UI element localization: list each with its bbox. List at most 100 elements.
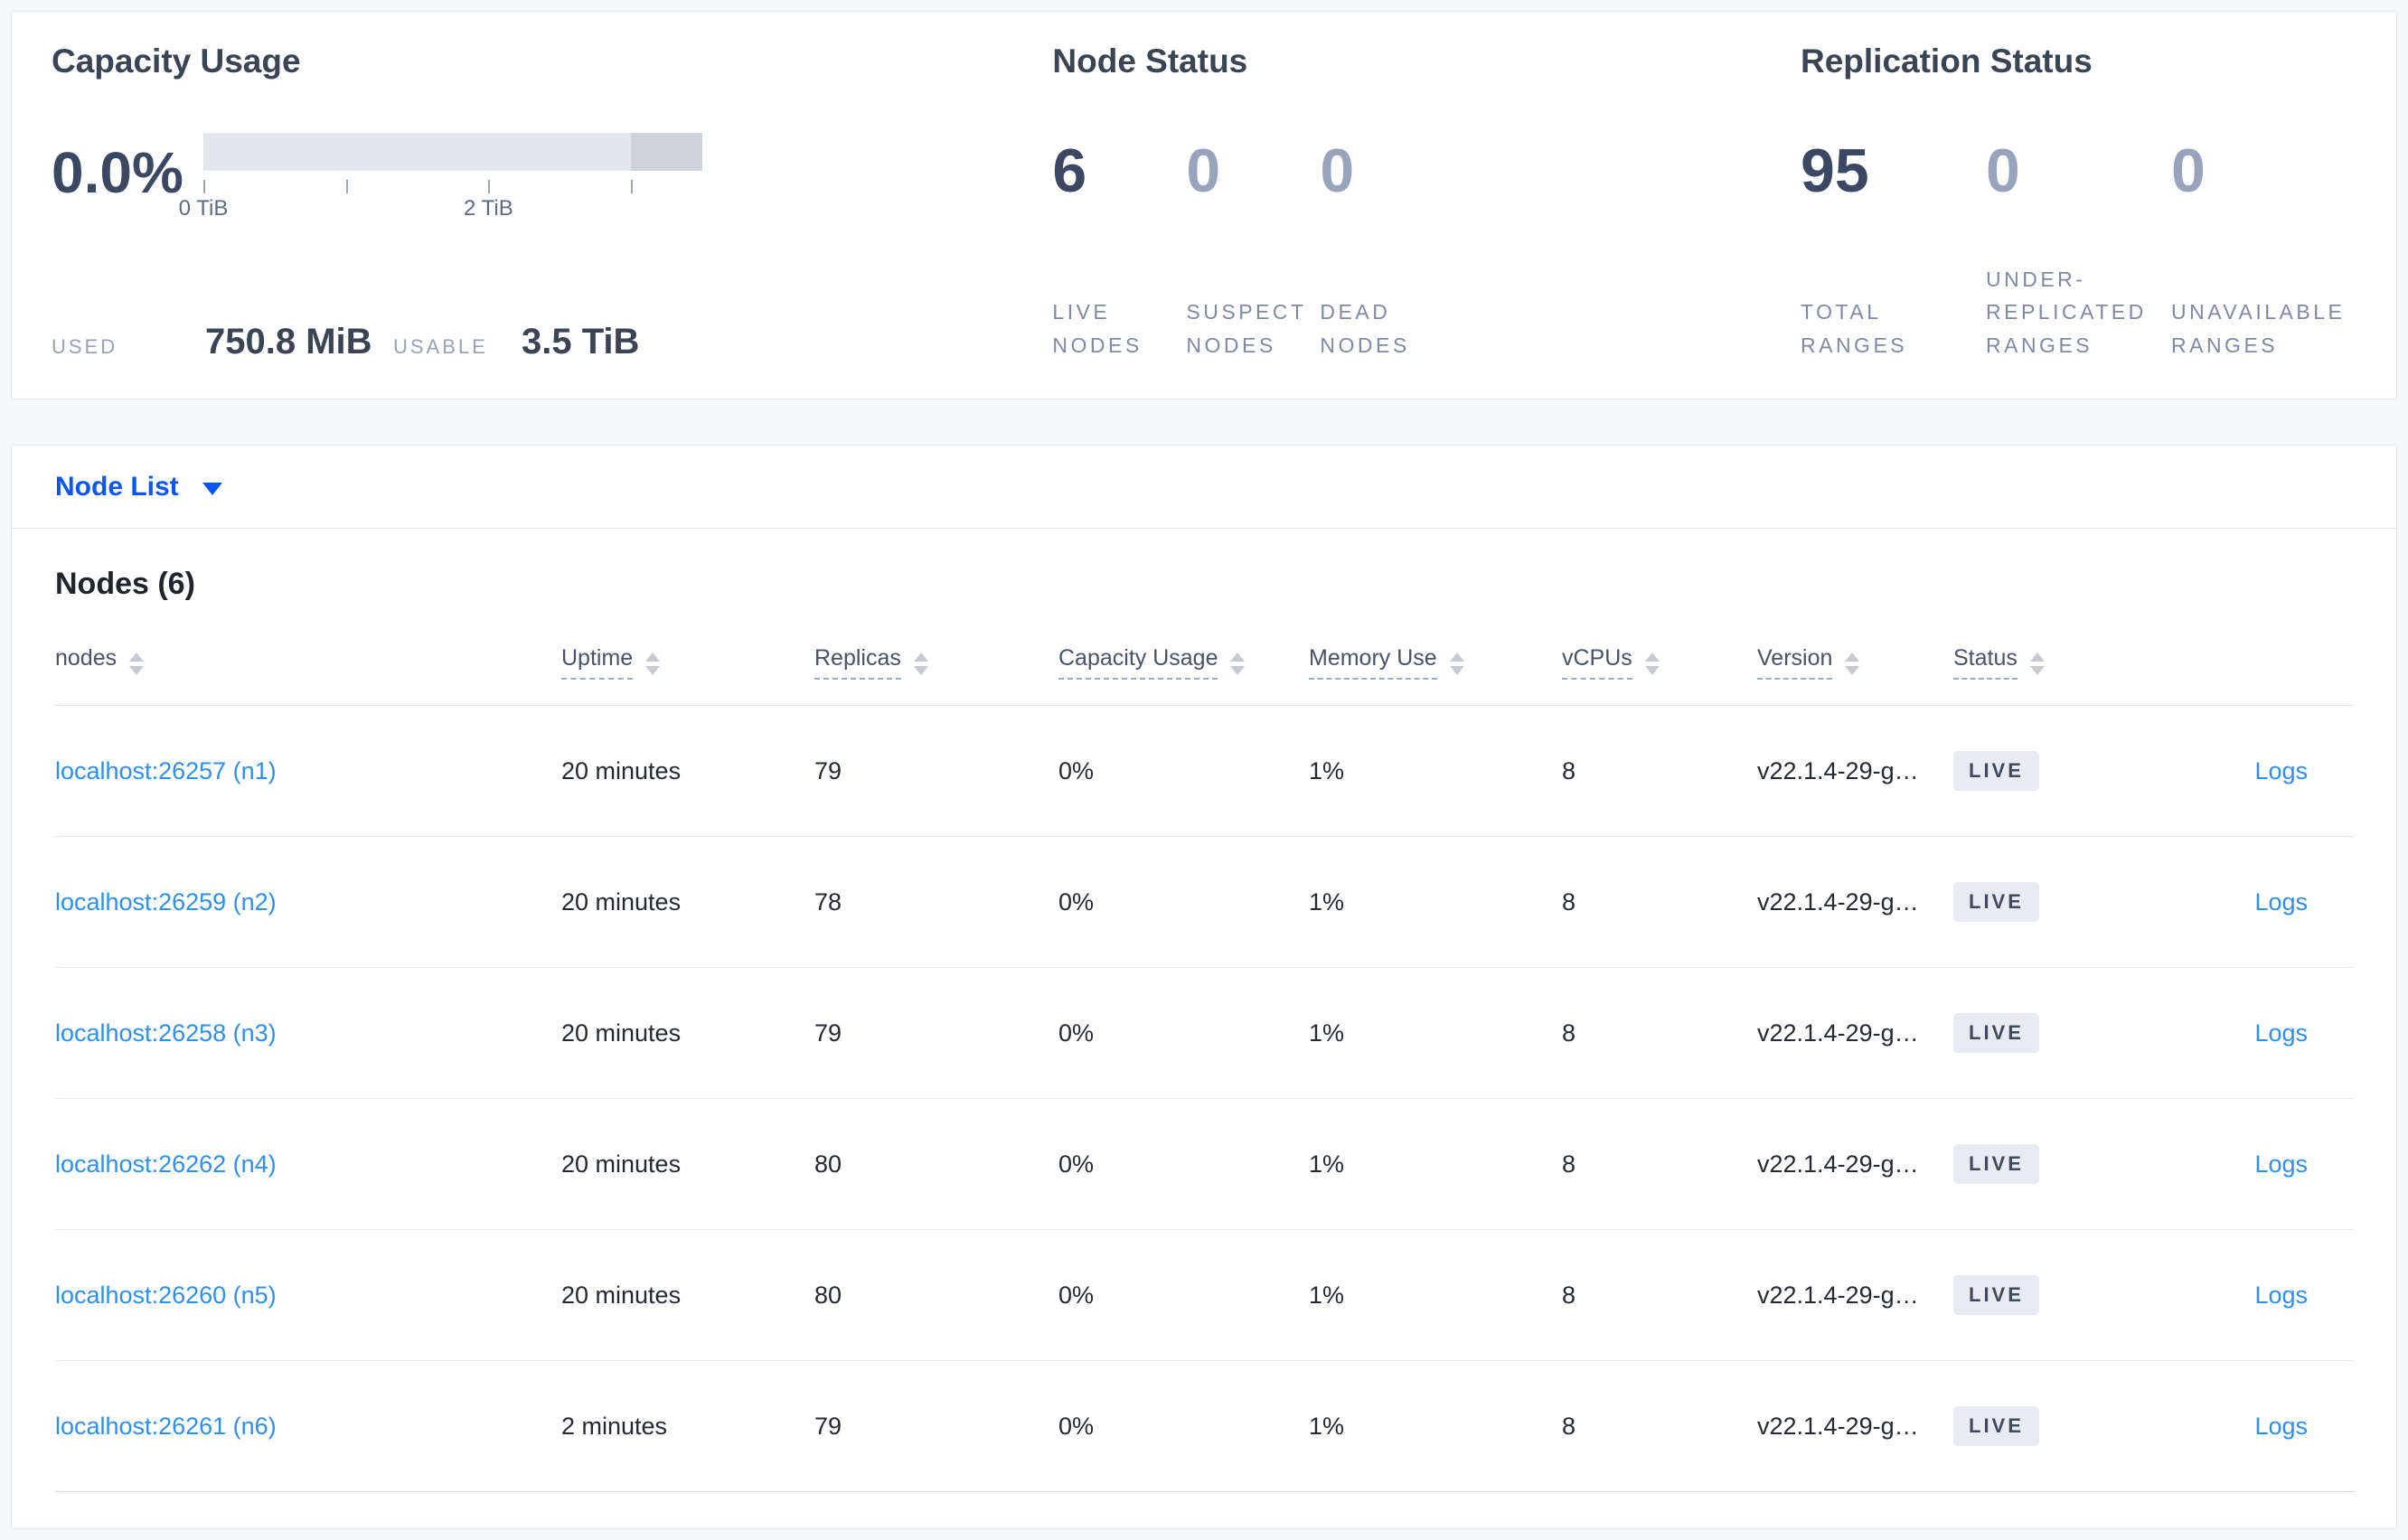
sort-icon[interactable] (1644, 652, 1660, 675)
logs-cell: Logs (2170, 1098, 2355, 1230)
column-header-replicas[interactable]: Replicas (814, 633, 1058, 706)
node-list-view-selector[interactable]: Node List (12, 446, 2396, 529)
column-header-version[interactable]: Version (1757, 633, 1953, 706)
under-replicated-ranges-count: 0 (1986, 136, 2020, 205)
sort-icon[interactable] (2029, 652, 2045, 675)
status-cell: LIVE (1953, 1098, 2170, 1230)
node-link[interactable]: localhost:26261 (n6) (55, 1412, 277, 1440)
logs-cell: Logs (2170, 967, 2355, 1099)
uptime-cell: 20 minutes (561, 705, 814, 837)
unavailable-ranges-count: 0 (2171, 136, 2206, 205)
suspect-nodes-stat: 0 SUSPECT NODES (1186, 133, 1320, 362)
nodes-section-title: Nodes (6) (55, 567, 195, 601)
axis-tick (631, 180, 634, 193)
total-ranges-label: TOTAL RANGES (1801, 300, 1908, 358)
status-badge: LIVE (1953, 1406, 2039, 1446)
replicas-cell: 78 (814, 836, 1058, 968)
uptime-cell: 20 minutes (561, 1098, 814, 1230)
replicas-cell: 80 (814, 1098, 1058, 1230)
logs-cell: Logs (2170, 1360, 2355, 1492)
vcpus-cell: 8 (1562, 1098, 1757, 1230)
node-name-cell: localhost:26260 (n5) (55, 1229, 561, 1361)
memory-cell: 1% (1309, 836, 1562, 968)
capacity-cell: 0% (1058, 1229, 1309, 1361)
logs-link[interactable]: Logs (2254, 756, 2308, 784)
capacity-percent-value: 0.0% (52, 140, 183, 205)
unavailable-ranges-label: UNAVAILABLE RANGES (2171, 300, 2346, 358)
status-badge: LIVE (1953, 1275, 2039, 1315)
capacity-cell: 0% (1058, 967, 1309, 1099)
node-list-selector-label[interactable]: Node List (55, 471, 179, 502)
sort-icon[interactable] (1449, 652, 1464, 675)
total-ranges-stat: 95 TOTAL RANGES (1801, 133, 1986, 362)
node-name-cell: localhost:26262 (n4) (55, 1098, 561, 1230)
uptime-cell: 2 minutes (561, 1360, 814, 1492)
status-cell: LIVE (1953, 967, 2170, 1099)
capacity-cell: 0% (1058, 705, 1309, 837)
node-link[interactable]: localhost:26257 (n1) (55, 756, 277, 784)
sort-icon[interactable] (645, 652, 661, 675)
column-header-status[interactable]: Status (1953, 633, 2170, 706)
live-nodes-count: 6 (1052, 136, 1087, 205)
logs-cell: Logs (2170, 705, 2355, 837)
usable-value: 3.5 TiB (522, 322, 640, 362)
logs-link[interactable]: Logs (2254, 887, 2308, 916)
table-row: localhost:26261 (n6) 2 minutes 79 0% 1% … (55, 1360, 2355, 1492)
version-cell: v22.1.4-29-g… (1757, 836, 1953, 968)
sort-icon[interactable] (913, 652, 928, 675)
under-replicated-ranges-stat: 0 UNDER-REPLICATED RANGES (1986, 133, 2171, 362)
capacity-bar-chart: 0 TiB 2 TiB (179, 133, 702, 221)
node-link[interactable]: localhost:26262 (n4) (55, 1150, 277, 1178)
version-cell: v22.1.4-29-g… (1757, 1360, 1953, 1492)
used-label: USED (52, 335, 118, 358)
node-status-section: Node Status 6 LIVE NODES 0 SUSPECT NODES… (1052, 42, 1801, 362)
node-link[interactable]: localhost:26258 (n3) (55, 1019, 277, 1047)
table-row: localhost:26257 (n1) 20 minutes 79 0% 1%… (55, 705, 2355, 837)
status-badge: LIVE (1953, 1144, 2039, 1184)
sort-icon[interactable] (129, 652, 145, 675)
axis-tick-label: 2 TiB (464, 196, 513, 221)
total-ranges-count: 95 (1801, 136, 1869, 205)
column-header-memory-use[interactable]: Memory Use (1309, 633, 1562, 706)
axis-tick (345, 180, 348, 193)
column-header-vcpus[interactable]: vCPUs (1562, 633, 1757, 706)
replication-status-title: Replication Status (1801, 42, 2093, 80)
suspect-nodes-label: SUSPECT NODES (1186, 300, 1307, 358)
column-header-uptime[interactable]: Uptime (561, 633, 814, 706)
version-cell: v22.1.4-29-g… (1757, 967, 1953, 1099)
vcpus-cell: 8 (1562, 1360, 1757, 1492)
node-link[interactable]: localhost:26259 (n2) (55, 887, 277, 916)
sort-icon[interactable] (1230, 652, 1246, 675)
logs-link[interactable]: Logs (2254, 1150, 2308, 1178)
column-header-capacity-usage[interactable]: Capacity Usage (1058, 633, 1309, 706)
table-row: localhost:26260 (n5) 20 minutes 80 0% 1%… (55, 1229, 2355, 1361)
sort-icon[interactable] (1845, 652, 1860, 675)
vcpus-cell: 8 (1562, 836, 1757, 968)
node-link[interactable]: localhost:26260 (n5) (55, 1281, 277, 1309)
capacity-bar-reserved-segment (631, 133, 702, 171)
table-row: localhost:26259 (n2) 20 minutes 78 0% 1%… (55, 836, 2355, 968)
status-cell: LIVE (1953, 1360, 2170, 1492)
logs-link[interactable]: Logs (2254, 1412, 2308, 1440)
memory-cell: 1% (1309, 967, 1562, 1099)
status-cell: LIVE (1953, 705, 2170, 837)
replicas-cell: 79 (814, 705, 1058, 837)
dead-nodes-label: DEAD NODES (1320, 300, 1410, 358)
chevron-down-icon (202, 482, 222, 495)
memory-cell: 1% (1309, 1098, 1562, 1230)
version-cell: v22.1.4-29-g… (1757, 1229, 1953, 1361)
capacity-stats-row: USED 750.8 MiB USABLE 3.5 TiB (52, 322, 1052, 362)
live-nodes-stat: 6 LIVE NODES (1052, 133, 1186, 362)
capacity-cell: 0% (1058, 1098, 1309, 1230)
capacity-cell: 0% (1058, 1360, 1309, 1492)
logs-link[interactable]: Logs (2254, 1019, 2308, 1047)
vcpus-cell: 8 (1562, 1229, 1757, 1361)
column-header-nodes[interactable]: nodes (55, 633, 561, 706)
table-header-row: nodes Uptime Replicas Capacity Usage Mem (55, 633, 2355, 706)
vcpus-cell: 8 (1562, 967, 1757, 1099)
axis-tick (203, 180, 205, 193)
table-row: localhost:26262 (n4) 20 minutes 80 0% 1%… (55, 1098, 2355, 1230)
logs-link[interactable]: Logs (2254, 1281, 2308, 1309)
logs-cell: Logs (2170, 836, 2355, 968)
